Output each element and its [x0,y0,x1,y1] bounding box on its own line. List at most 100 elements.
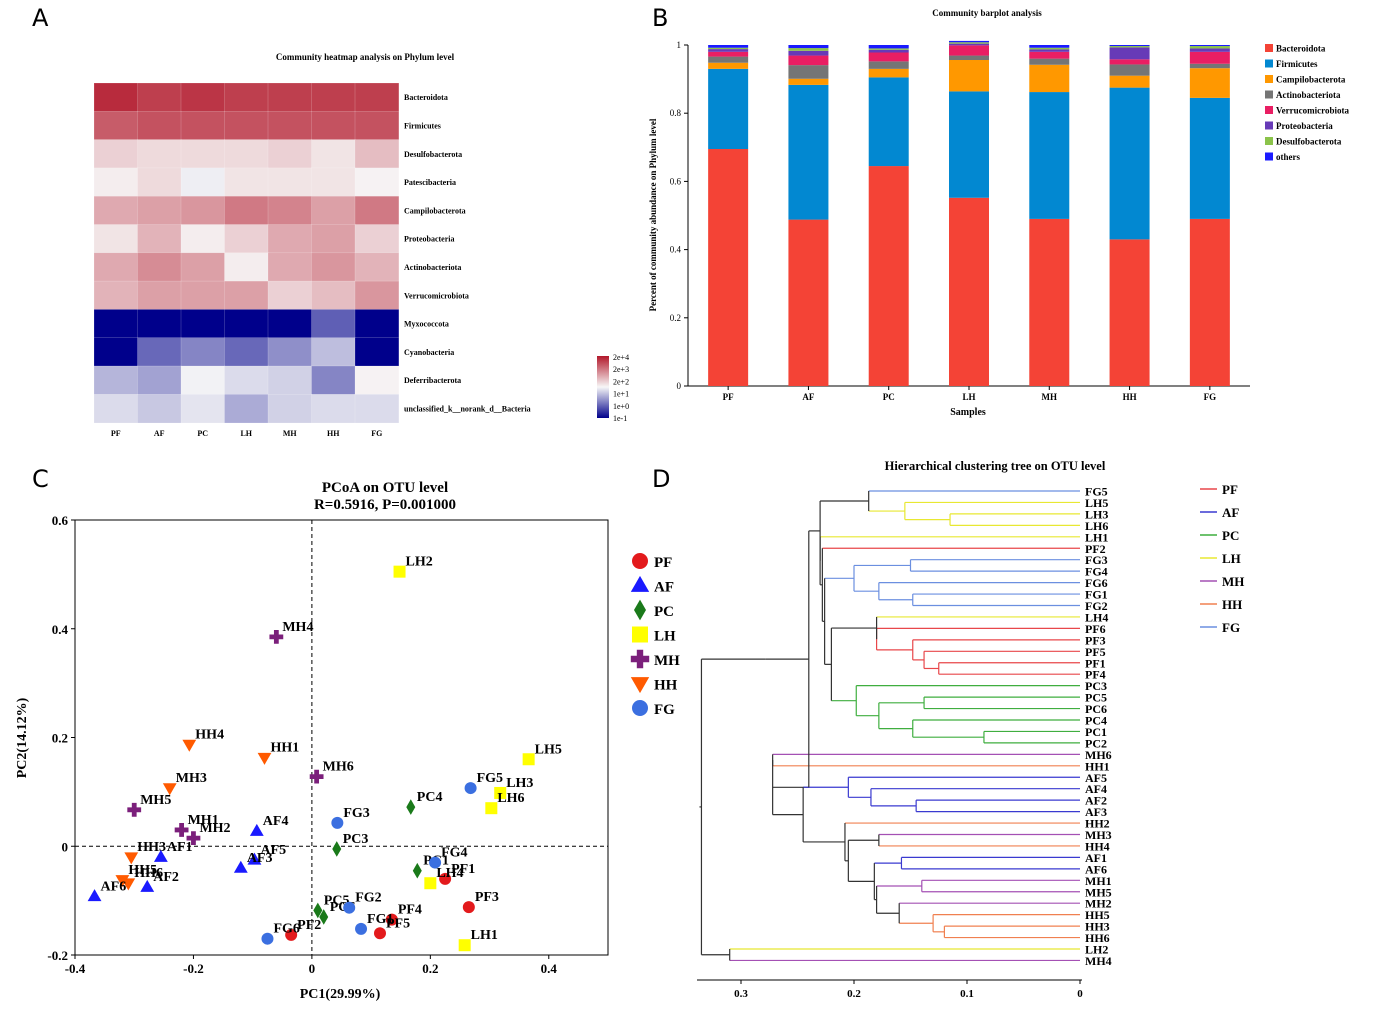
pcoa-point-af5 [247,852,262,865]
barplot-ytick-label: 0.4 [670,245,682,255]
bar-segment-firmicutes [1189,97,1230,219]
bar-segment-desulfobacterota [949,42,989,44]
dendrogram-leaf-label: PF3 [1085,633,1106,647]
bar-segment-proteobacteria [1189,48,1230,52]
pcoa-panel: PCoA on OTU level R=0.5916, P=0.001000 -… [15,480,680,1002]
dendrogram-leaf-label: HH6 [1085,931,1110,945]
heatmap-cell [224,82,269,112]
bar-segment-campilobacterota [788,78,829,85]
pcoa-point-label: LH6 [497,791,524,806]
bar-segment-bacteroidota [868,166,909,386]
heatmap-legend-label: 2e+3 [613,365,629,374]
barplot-ytick-label: 0.2 [670,313,681,323]
heatmap-cell [311,309,356,339]
heatmap-legend-label: 1e+1 [613,390,629,399]
pcoa-legend-marker [632,626,648,643]
pcoa-point-af4 [249,823,264,836]
bar-segment-verrucomicrobiota [1189,51,1230,64]
heatmap-cell [311,394,356,424]
heatmap-cell [354,337,400,367]
pcoa-point-label: MH6 [323,760,354,775]
dendrogram-leaf-label: AF3 [1085,805,1107,819]
heatmap-cell [93,82,139,112]
heatmap-cell [224,111,269,141]
heatmap-legend-label: 1e+0 [613,402,629,411]
bar-segment-campilobacterota [868,68,909,78]
pcoa-point-fg2 [343,901,356,914]
pcoa-legend-marker [634,599,646,621]
bar-segment-others [788,45,829,49]
pcoa-point-label: PF3 [475,890,499,905]
heatmap-col-label: LH [240,429,252,438]
heatmap-cell [93,224,139,254]
heatmap-cell [93,252,139,282]
bar-segment-campilobacterota [1109,75,1150,88]
dendrogram-leaf-label: LH5 [1085,496,1108,510]
pcoa-point-pc6 [319,909,329,925]
heatmap-cell [93,309,139,339]
pcoa-point-label: HH3 [137,840,166,855]
pcoa-point-label: FG5 [477,771,503,786]
dendrogram-leaf-label: AF6 [1085,862,1107,876]
barplot-legend-swatch [1265,121,1273,130]
bar-segment-verrucomicrobiota [708,51,749,57]
heatmap-cell [354,365,400,395]
pcoa-ytick-label: -0.2 [47,948,68,963]
barplot-legend-swatch [1265,152,1273,161]
pcoa-point-label: LH2 [406,555,433,570]
barplot-xtick-label: HH [1123,392,1137,402]
bar-segment-actinobacteriota [1109,64,1150,76]
dendrogram-legend-label: PC [1222,528,1239,543]
heatmap-row-label: Myxococcota [404,320,449,329]
heatmap-row-label: Desulfobacterota [404,150,462,159]
pcoa-point-hh3 [124,852,139,865]
pcoa-point-lh6 [485,802,498,815]
bar-segment-proteobacteria [1109,47,1150,60]
bar-segment-campilobacterota [708,62,749,69]
dendrogram-leaf-label: FG2 [1085,599,1108,613]
dendrogram-leaf-label: PC3 [1085,679,1107,693]
heatmap-row-label: Actinobacteriota [404,263,461,272]
heatmap-cell [311,167,356,197]
dendrogram-leaf-label: HH5 [1085,908,1110,922]
pcoa-point-mh2 [186,831,201,845]
heatmap-cell [180,111,226,141]
pcoa-point-mh3 [162,783,177,796]
bar-segment-proteobacteria [788,50,829,56]
dendrogram-leaf-label: PC2 [1085,736,1107,750]
bar-segment-desulfobacterota [1029,47,1070,50]
dendrogram-leaf-label: FG3 [1085,553,1108,567]
pcoa-point-label: MH2 [199,821,230,836]
bar-segment-others [949,40,989,43]
pcoa-point-label: HH1 [271,741,300,756]
heatmap-cell [137,195,182,226]
barplot-legend-label: others [1276,152,1300,162]
pcoa-point-lh3 [494,786,507,799]
pcoa-point-label: FG2 [355,891,381,906]
bar-segment-bacteroidota [708,149,749,386]
heatmap-cell [180,309,226,339]
pcoa-ytick-label: 0 [62,839,69,854]
pcoa-point-pc4 [406,799,416,815]
heatmap-cell [311,252,356,282]
dendrogram-leaf-label: MH3 [1085,828,1112,842]
pcoa-point-label: AF6 [101,879,127,894]
pcoa-point-label: AF4 [263,814,289,829]
pcoa-point-label: MH3 [176,771,207,786]
pcoa-point-pc3 [332,841,342,857]
dendrogram-leaf-label: FG4 [1085,565,1108,579]
bar-segment-firmicutes [1109,87,1150,240]
heatmap-cell [267,337,313,367]
heatmap-cell [224,365,269,395]
pcoa-point-label: HH6 [134,866,163,881]
heatmap-cell [267,139,313,169]
dendrogram-leaf-label: HH1 [1085,759,1110,773]
dendrogram-leaf-label: PC4 [1085,714,1107,728]
panel-label-c: C [32,465,49,493]
heatmap-title: Community heatmap analysis on Phylum lev… [276,52,455,62]
barplot-legend-swatch [1265,137,1273,145]
dendrogram-leaf-label: FG5 [1085,485,1108,499]
bar-segment-firmicutes [868,77,909,167]
dendrogram-leaf-label: MH5 [1085,885,1112,899]
pcoa-legend-label: LH [654,629,676,645]
